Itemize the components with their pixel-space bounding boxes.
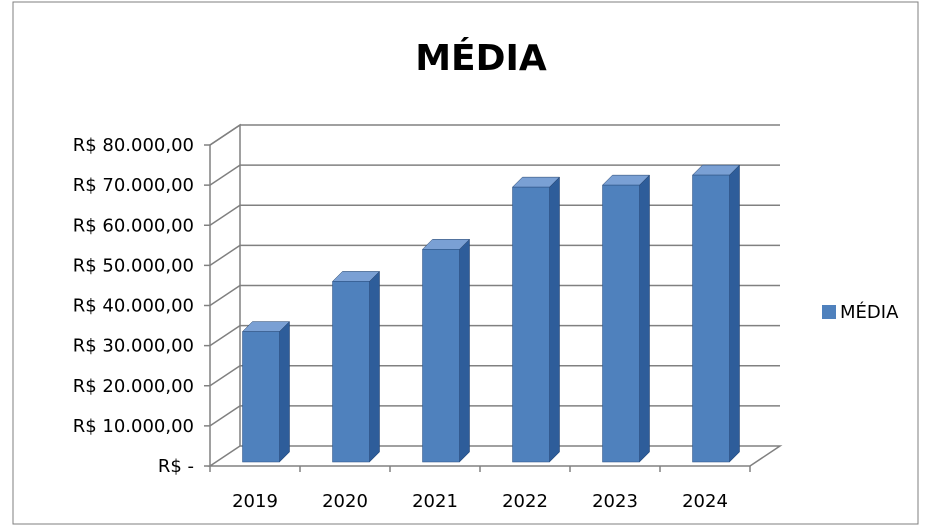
bar-side-face — [459, 238, 470, 463]
bar-front-face — [692, 174, 730, 463]
bar-front-face — [512, 186, 550, 463]
gridline — [209, 204, 780, 226]
y-tick-label: R$ 10.000,00 — [73, 416, 194, 437]
x-tick-label: 2019 — [232, 491, 278, 512]
gridline — [209, 324, 780, 347]
x-axis-ticks: 2019 2020 2021 2022 2023 2024 — [209, 466, 751, 512]
y-axis-ticks: R$ - R$ 10.000,00 R$ 20.000,00 R$ 30.000,00… — [73, 135, 210, 477]
y-tick-label: R$ 20.000,00 — [73, 376, 194, 397]
bar-side-face — [729, 164, 740, 463]
bar-side-face — [549, 176, 560, 463]
y-tick-label: R$ 70.000,00 — [73, 175, 194, 196]
x-tick-label: 2023 — [592, 491, 638, 512]
bar-front-face — [602, 184, 640, 463]
y-tick-label: R$ 50.000,00 — [73, 255, 194, 276]
y-tick-label: R$ 80.000,00 — [73, 135, 194, 156]
gridline — [209, 284, 780, 307]
bar-side-face — [279, 320, 290, 463]
bar-front-face — [422, 249, 460, 463]
legend: MÉDIA — [822, 301, 899, 323]
bar-side-face — [639, 174, 650, 463]
legend-swatch — [822, 305, 836, 319]
y-tick-label: R$ - — [158, 456, 194, 477]
x-tick-label: 2024 — [682, 491, 728, 512]
gridline — [209, 124, 780, 146]
bar — [241, 320, 291, 463]
bar — [421, 238, 471, 463]
bar — [331, 270, 381, 463]
grid-lines — [209, 124, 780, 427]
y-tick-label: R$ 60.000,00 — [73, 215, 194, 236]
bar-side-face — [369, 270, 380, 463]
bar-front-face — [242, 331, 280, 463]
gridline — [209, 244, 780, 266]
gridline — [209, 405, 780, 427]
gridline — [209, 164, 780, 186]
bars — [241, 164, 741, 463]
y-tick-label: R$ 40.000,00 — [73, 296, 194, 317]
chart-title: MÉDIA — [415, 37, 547, 79]
legend-label: MÉDIA — [840, 301, 899, 323]
bar — [691, 164, 741, 463]
bar — [601, 174, 651, 463]
x-tick-label: 2020 — [322, 491, 368, 512]
x-tick-label: 2022 — [502, 491, 548, 512]
bar-front-face — [332, 281, 370, 463]
bar — [511, 176, 561, 463]
x-tick-label: 2021 — [412, 491, 458, 512]
gridline — [209, 365, 780, 387]
y-tick-label: R$ 30.000,00 — [73, 336, 194, 357]
